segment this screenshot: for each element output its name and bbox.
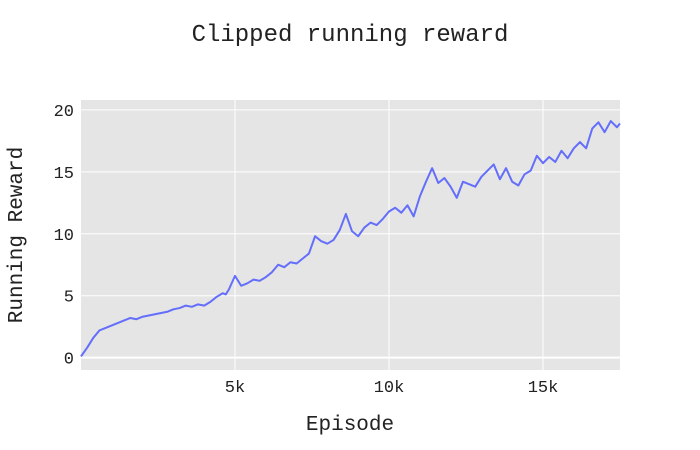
y-tick-label: 5: [64, 289, 74, 308]
y-axis-ticks: 0 5 10 15 20: [54, 103, 74, 370]
y-tick-label: 20: [54, 103, 74, 122]
plot-area: [81, 100, 620, 370]
y-tick-label: 15: [54, 165, 74, 184]
x-tick-label: 10k: [374, 379, 405, 398]
reward-line: [80, 120, 621, 357]
y-tick-label: 10: [54, 227, 74, 246]
chart-title: Clipped running reward: [192, 22, 509, 49]
x-tick-label: 15k: [528, 379, 559, 398]
x-axis-title: Episode: [306, 414, 394, 437]
gridlines: [81, 100, 620, 370]
y-tick-label: 0: [64, 351, 74, 370]
x-axis-ticks: 5k 10k 15k: [225, 379, 559, 398]
y-axis-title: Running Reward: [6, 147, 29, 323]
x-tick-label: 5k: [225, 379, 245, 398]
